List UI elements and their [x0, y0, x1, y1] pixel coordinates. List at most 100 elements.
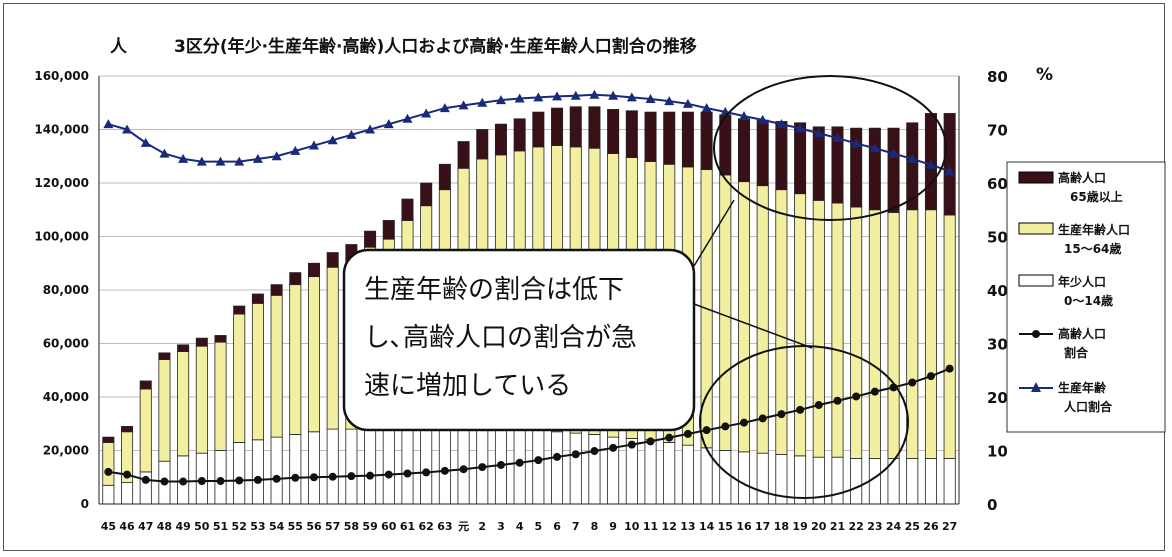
point-circle-17	[422, 468, 431, 477]
point-circle-20	[478, 463, 487, 472]
x-tick-label: 48	[157, 520, 172, 533]
bar-segment-s1-42	[887, 212, 900, 459]
point-circle-36	[777, 410, 786, 419]
legend-label-working: 生産年齢人口	[1058, 222, 1130, 237]
legend-item-young: 年少人口 0～14歳	[1018, 274, 1113, 308]
bar-segment-s2-7	[233, 305, 246, 315]
y-tick-label: 140,000	[34, 123, 89, 137]
bar-segment-s1-34	[737, 181, 751, 453]
x-tick-label: 60	[381, 520, 397, 533]
bar-segment-s0-30	[663, 442, 676, 505]
bar-segment-s0-25	[569, 432, 582, 505]
x-tick-label: 52	[232, 520, 247, 533]
bar-segment-s2-29	[644, 111, 657, 163]
bar-segment-s0-39	[831, 456, 844, 505]
x-tick-label: 50	[194, 520, 210, 533]
legend-swatch-elderly	[1018, 171, 1054, 184]
bar-segment-s0-31	[681, 444, 694, 505]
highlight-ellipse-lower	[699, 345, 909, 499]
x-tick-label: 20	[811, 520, 827, 533]
x-tick-label: 27	[942, 520, 957, 533]
bar-segment-s0-43	[906, 458, 919, 505]
point-triangle-17	[421, 108, 432, 118]
bar-segment-s1-9	[270, 294, 283, 438]
point-triangle-5	[196, 156, 207, 166]
x-tick-label: 22	[849, 520, 864, 533]
point-triangle-22	[514, 93, 525, 103]
callout-line-2: し､高齢人口の割合が急	[364, 323, 637, 353]
x-tick-label: 26	[923, 520, 939, 533]
bar-segment-s1-45	[943, 214, 956, 459]
x-tick-label: 62	[419, 520, 434, 533]
legend-swatch-young	[1018, 274, 1054, 287]
x-tick-label: 63	[437, 520, 452, 533]
x-tick-label: 14	[699, 520, 715, 533]
bar-segment-s2-30	[663, 111, 676, 165]
chart-svg: 0 20,000 40,000 60,000 80,000 100,000 120,000 1…	[34, 36, 1166, 533]
bar-segment-s2-45	[943, 113, 956, 216]
x-tick-label: 25	[905, 520, 920, 533]
x-tick-label: 11	[643, 520, 658, 533]
bar-segment-s2-32	[700, 111, 713, 171]
point-circle-44	[926, 372, 935, 381]
point-triangle-34	[739, 111, 749, 121]
bar-segment-s1-33	[719, 174, 732, 451]
bar-segment-s0-18	[438, 424, 451, 505]
callout-line-3: 速に増加している	[364, 371, 571, 401]
bar-segment-s0-15	[382, 426, 395, 505]
legend-marker-triangle	[1031, 382, 1041, 392]
point-circle-15	[384, 470, 393, 479]
bar-segment-s1-41	[868, 209, 881, 459]
bar-segment-s2-12	[326, 252, 339, 268]
point-triangle-18	[439, 103, 450, 113]
y-tick-label: 40,000	[43, 390, 89, 404]
bar-segment-s2-26	[588, 106, 601, 149]
point-circle-39	[833, 396, 842, 405]
y-axis-unit-label: 人	[110, 37, 128, 57]
bar-segment-s1-4	[177, 351, 190, 457]
bar-segment-s2-5	[195, 337, 208, 347]
x-tick-label: 54	[269, 520, 285, 533]
x-tick-label: 12	[662, 520, 677, 533]
bar-segment-s0-12	[326, 428, 339, 505]
legend-marker-circle	[1032, 330, 1040, 338]
x-tick-label: 3	[497, 520, 505, 533]
y-tick-label: 60,000	[43, 337, 89, 351]
x-tick-label: 55	[288, 520, 303, 533]
bar-segment-s1-10	[289, 284, 302, 435]
point-circle-0	[104, 467, 113, 476]
point-circle-27	[609, 443, 618, 452]
point-triangle-39	[832, 133, 843, 143]
bar-segment-s2-2	[139, 380, 152, 390]
bar-segment-s1-5	[195, 345, 208, 454]
bar-segment-s1-40	[850, 206, 863, 459]
bar-segment-s1-3	[158, 359, 171, 462]
point-triangle-27	[608, 90, 619, 100]
legend-label-young: 年少人口	[1058, 274, 1106, 289]
legend-sublabel-elderly: 65歳以上	[1070, 189, 1123, 204]
callout: 生産年齢の割合は低下 し､高齢人口の割合が急 速に増加している	[342, 199, 813, 432]
x-tick-label: 9	[609, 520, 617, 533]
point-triangle-1	[122, 124, 133, 134]
point-triangle-29	[645, 94, 656, 104]
legend-sublabel-elderly-ratio: 割合	[1064, 345, 1089, 360]
point-circle-31	[683, 429, 692, 438]
x-tick-label: 49	[175, 520, 190, 533]
point-triangle-42	[888, 148, 899, 158]
bar-segment-s1-44	[924, 209, 937, 459]
x-tick-label: 5	[535, 520, 543, 533]
x-tick-label: 4	[516, 520, 524, 533]
bar-segment-s0-17	[420, 424, 433, 505]
bar-segment-s1-0	[102, 442, 115, 486]
point-circle-35	[758, 414, 767, 423]
x-tick-label: 58	[344, 520, 359, 533]
x-tick-label: 47	[138, 520, 153, 533]
point-circle-5	[197, 476, 206, 485]
point-triangle-44	[925, 159, 936, 169]
bar-segment-s0-26	[588, 434, 601, 505]
y2-tick-label: 0	[987, 496, 997, 514]
x-tick-label: 61	[400, 520, 415, 533]
x-tick-label: 16	[736, 520, 752, 533]
point-triangle-4	[178, 153, 189, 163]
point-circle-8	[253, 475, 262, 484]
